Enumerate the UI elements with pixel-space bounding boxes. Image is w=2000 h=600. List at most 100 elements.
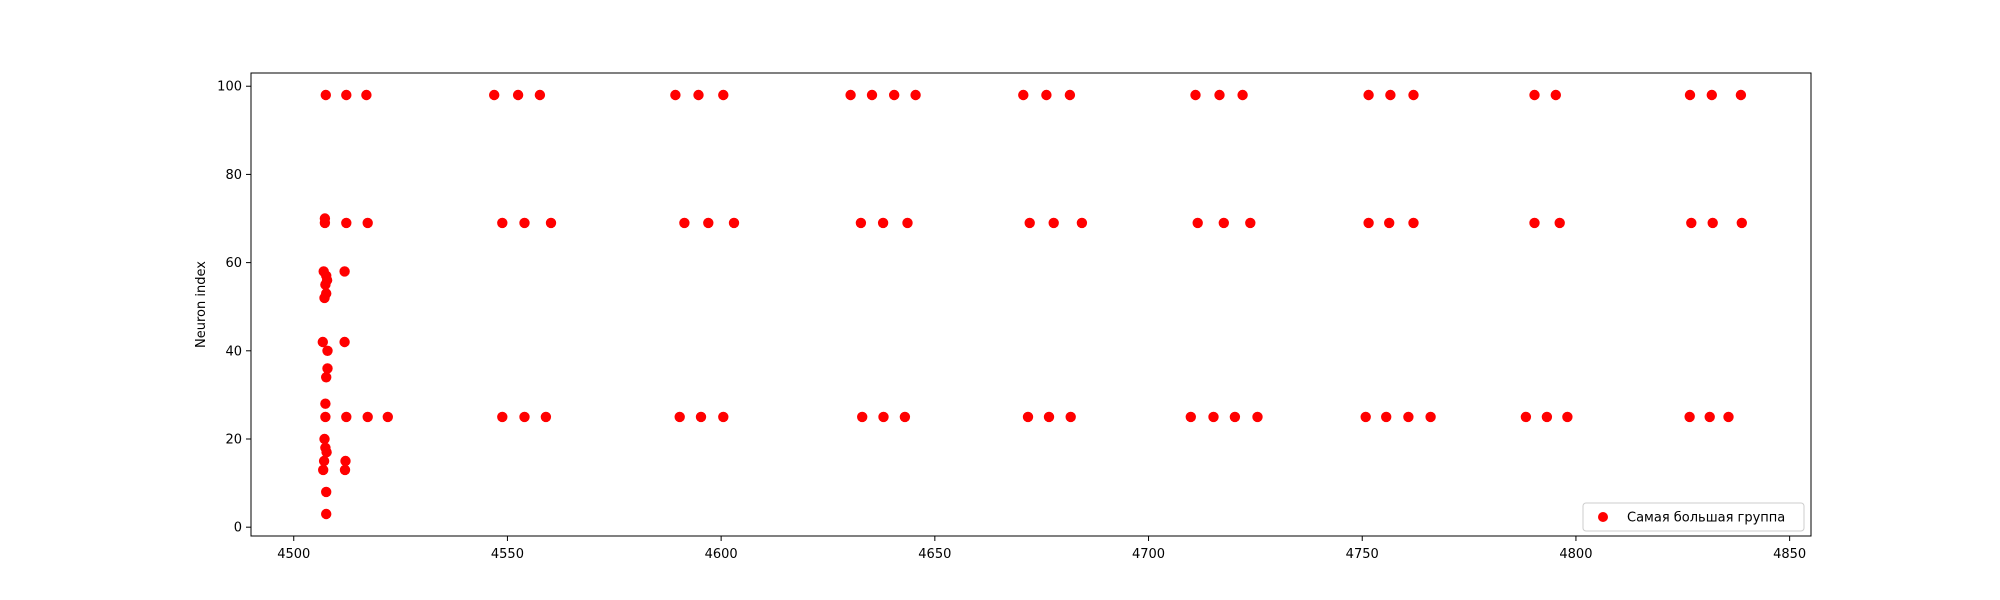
data-point [674, 411, 685, 423]
data-point [519, 217, 530, 229]
data-point [341, 89, 352, 101]
data-point [1550, 89, 1562, 101]
data-point [877, 217, 889, 229]
data-point [1064, 89, 1076, 101]
data-point [489, 89, 500, 101]
data-point [320, 89, 331, 101]
data-point [1048, 217, 1059, 229]
data-point [718, 89, 729, 101]
data-point [670, 89, 681, 101]
data-point [1706, 89, 1718, 101]
data-point [1686, 217, 1697, 229]
plot-frame [250, 72, 1812, 537]
legend: Самая большая группа [1582, 502, 1805, 532]
data-point [318, 455, 330, 467]
data-points [317, 89, 1748, 520]
x-tick-label: 4800 [1559, 547, 1592, 562]
data-point [1229, 411, 1241, 423]
data-point [910, 89, 921, 101]
data-point [319, 292, 330, 304]
x-tick-label: 4500 [277, 547, 310, 562]
data-point [497, 217, 508, 229]
data-point [1704, 411, 1715, 423]
data-point [1381, 411, 1392, 423]
data-point [1185, 411, 1197, 423]
y-tick-label: 80 [225, 168, 242, 183]
data-point [320, 398, 331, 409]
legend-marker [1598, 512, 1608, 522]
data-point [878, 411, 889, 423]
x-tick-label: 4650 [918, 547, 951, 562]
data-point [321, 372, 332, 383]
data-point [322, 363, 333, 374]
data-point [339, 336, 350, 348]
data-point [703, 217, 714, 229]
data-point [361, 89, 372, 101]
data-point [693, 89, 704, 101]
data-point [362, 217, 373, 229]
data-point [1554, 217, 1565, 229]
data-point [497, 411, 508, 423]
data-point [1403, 411, 1414, 423]
data-point [1707, 217, 1718, 229]
data-point [545, 217, 557, 229]
data-point [1384, 217, 1395, 229]
data-point [1529, 89, 1540, 101]
y-axis-label: Neuron index [194, 261, 209, 348]
data-point [1252, 411, 1263, 423]
data-point [1736, 217, 1748, 229]
data-point [1237, 89, 1248, 101]
data-point [1425, 411, 1436, 423]
data-point [534, 89, 546, 101]
data-point [1735, 89, 1747, 101]
data-point [1529, 217, 1540, 229]
data-point [1218, 217, 1230, 229]
data-point [718, 411, 729, 423]
y-tick-label: 100 [217, 80, 242, 95]
legend-label: Самая большая группа [1627, 511, 1785, 526]
data-point [902, 217, 913, 229]
data-point [321, 508, 332, 520]
data-point [1245, 217, 1256, 229]
data-point [340, 455, 351, 467]
data-point [1723, 411, 1734, 423]
data-point [320, 411, 331, 423]
data-point [1018, 89, 1029, 101]
data-point [857, 411, 868, 423]
data-point [322, 345, 333, 356]
data-point [339, 266, 350, 277]
data-point [1684, 411, 1695, 423]
y-axis: 0 20 40 60 80 100 [217, 80, 251, 536]
data-point [1214, 89, 1225, 101]
data-point [382, 411, 393, 423]
data-point [899, 411, 911, 423]
data-point [319, 433, 330, 445]
data-point [1360, 411, 1371, 423]
data-point [1520, 411, 1532, 423]
data-point [519, 411, 530, 423]
data-point [1385, 89, 1396, 101]
legend-box [1582, 502, 1805, 532]
data-point [866, 89, 878, 101]
data-point [1192, 217, 1203, 229]
y-tick-label: 20 [225, 432, 242, 447]
data-point [320, 279, 331, 290]
data-point [341, 217, 352, 229]
data-point [845, 89, 856, 101]
data-point [319, 217, 331, 229]
y-tick-label: 0 [234, 521, 242, 536]
data-point [1562, 411, 1573, 423]
data-point [341, 411, 352, 423]
data-point [321, 486, 332, 498]
x-tick-label: 4600 [705, 547, 738, 562]
data-point [1043, 411, 1055, 423]
data-point [1076, 217, 1088, 229]
x-tick-label: 4550 [491, 547, 524, 562]
data-point [362, 411, 373, 423]
data-point [1022, 411, 1034, 423]
data-point [540, 411, 552, 423]
x-axis: 4500 4550 4600 4650 4700 4750 4800 4850 [277, 536, 1806, 562]
data-point [1190, 89, 1201, 101]
data-point [695, 411, 707, 423]
